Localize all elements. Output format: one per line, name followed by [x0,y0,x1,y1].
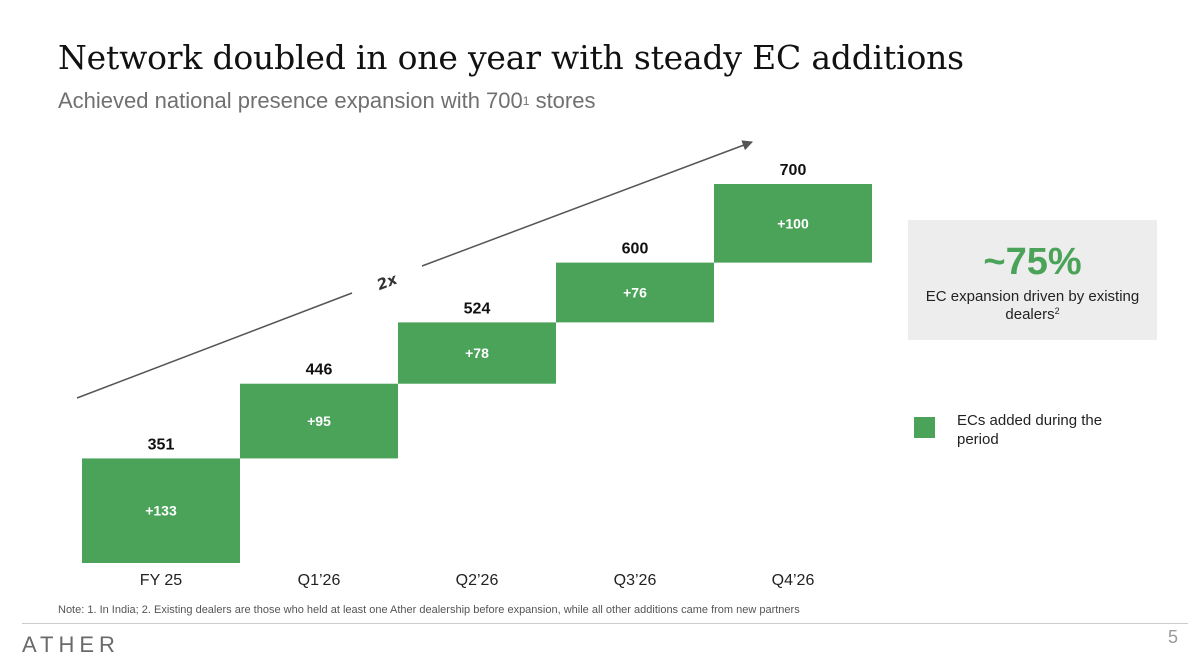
chart-bars: +133 351 FY 25 +95 446 Q1’26 +78 524 Q2’26 +76 600… [82,162,872,589]
growth-arrow-line-lower [76,292,353,399]
bar-q4-26 [714,184,872,263]
category-label-q3-26: Q3’26 [614,572,657,589]
category-label-q4-26: Q4’26 [772,572,815,589]
legend-swatch [914,417,935,438]
footnote: Note: 1. In India; 2. Existing dealers a… [58,604,800,616]
kpi-label: EC expansion driven by existing dealers2 [918,288,1148,325]
footer-divider [22,623,1188,624]
category-label-fy-25: FY 25 [140,572,183,589]
category-label-q1-26: Q1’26 [298,572,341,589]
kpi-label-text: EC expansion driven by existing dealers [925,288,1140,323]
increment-label-q2-26: +78 [465,345,489,361]
total-label-q2-26: 524 [464,300,491,317]
kpi-footnote-ref: 2 [1054,306,1060,316]
page-title: Network doubled in one year with steady … [58,38,964,77]
bar-fy-25 [82,458,240,563]
increment-label-q4-26: +100 [777,215,809,231]
legend-label: ECs added during the period [957,412,1103,448]
subtitle-text: Achieved national presence expansion wit… [58,88,523,113]
bar-q2-26 [398,322,556,384]
growth-arrow-label: 2x [374,270,400,294]
bar-q3-26 [556,262,714,323]
increment-label-q1-26: +95 [307,413,331,429]
growth-arrow-line-upper [421,140,753,267]
category-label-q2-26: Q2’26 [456,572,499,589]
kpi-box: ~75% EC expansion driven by existing dea… [908,220,1157,340]
waterfall-chart: 2x +133 351 FY 25 +95 446 Q1’26 +78 524 Q2’26 +76… [76,140,872,589]
total-label-q3-26: 600 [622,241,649,258]
subtitle-footnote-ref: 1 [522,94,530,108]
kpi-value: ~75% [983,241,1082,283]
total-label-q1-26: 446 [306,362,333,379]
increment-label-fy-25: +133 [145,503,177,519]
bar-q1-26 [240,383,398,459]
ather-logo: ATHER [22,632,120,657]
page-subtitle: Achieved national presence expansion wit… [58,88,595,114]
page-number: 5 [1167,627,1178,647]
increment-label-q3-26: +76 [623,285,647,301]
total-label-fy-25: 351 [148,436,175,453]
total-label-q4-26: 700 [780,162,807,179]
subtitle-tail: stores [529,88,596,113]
